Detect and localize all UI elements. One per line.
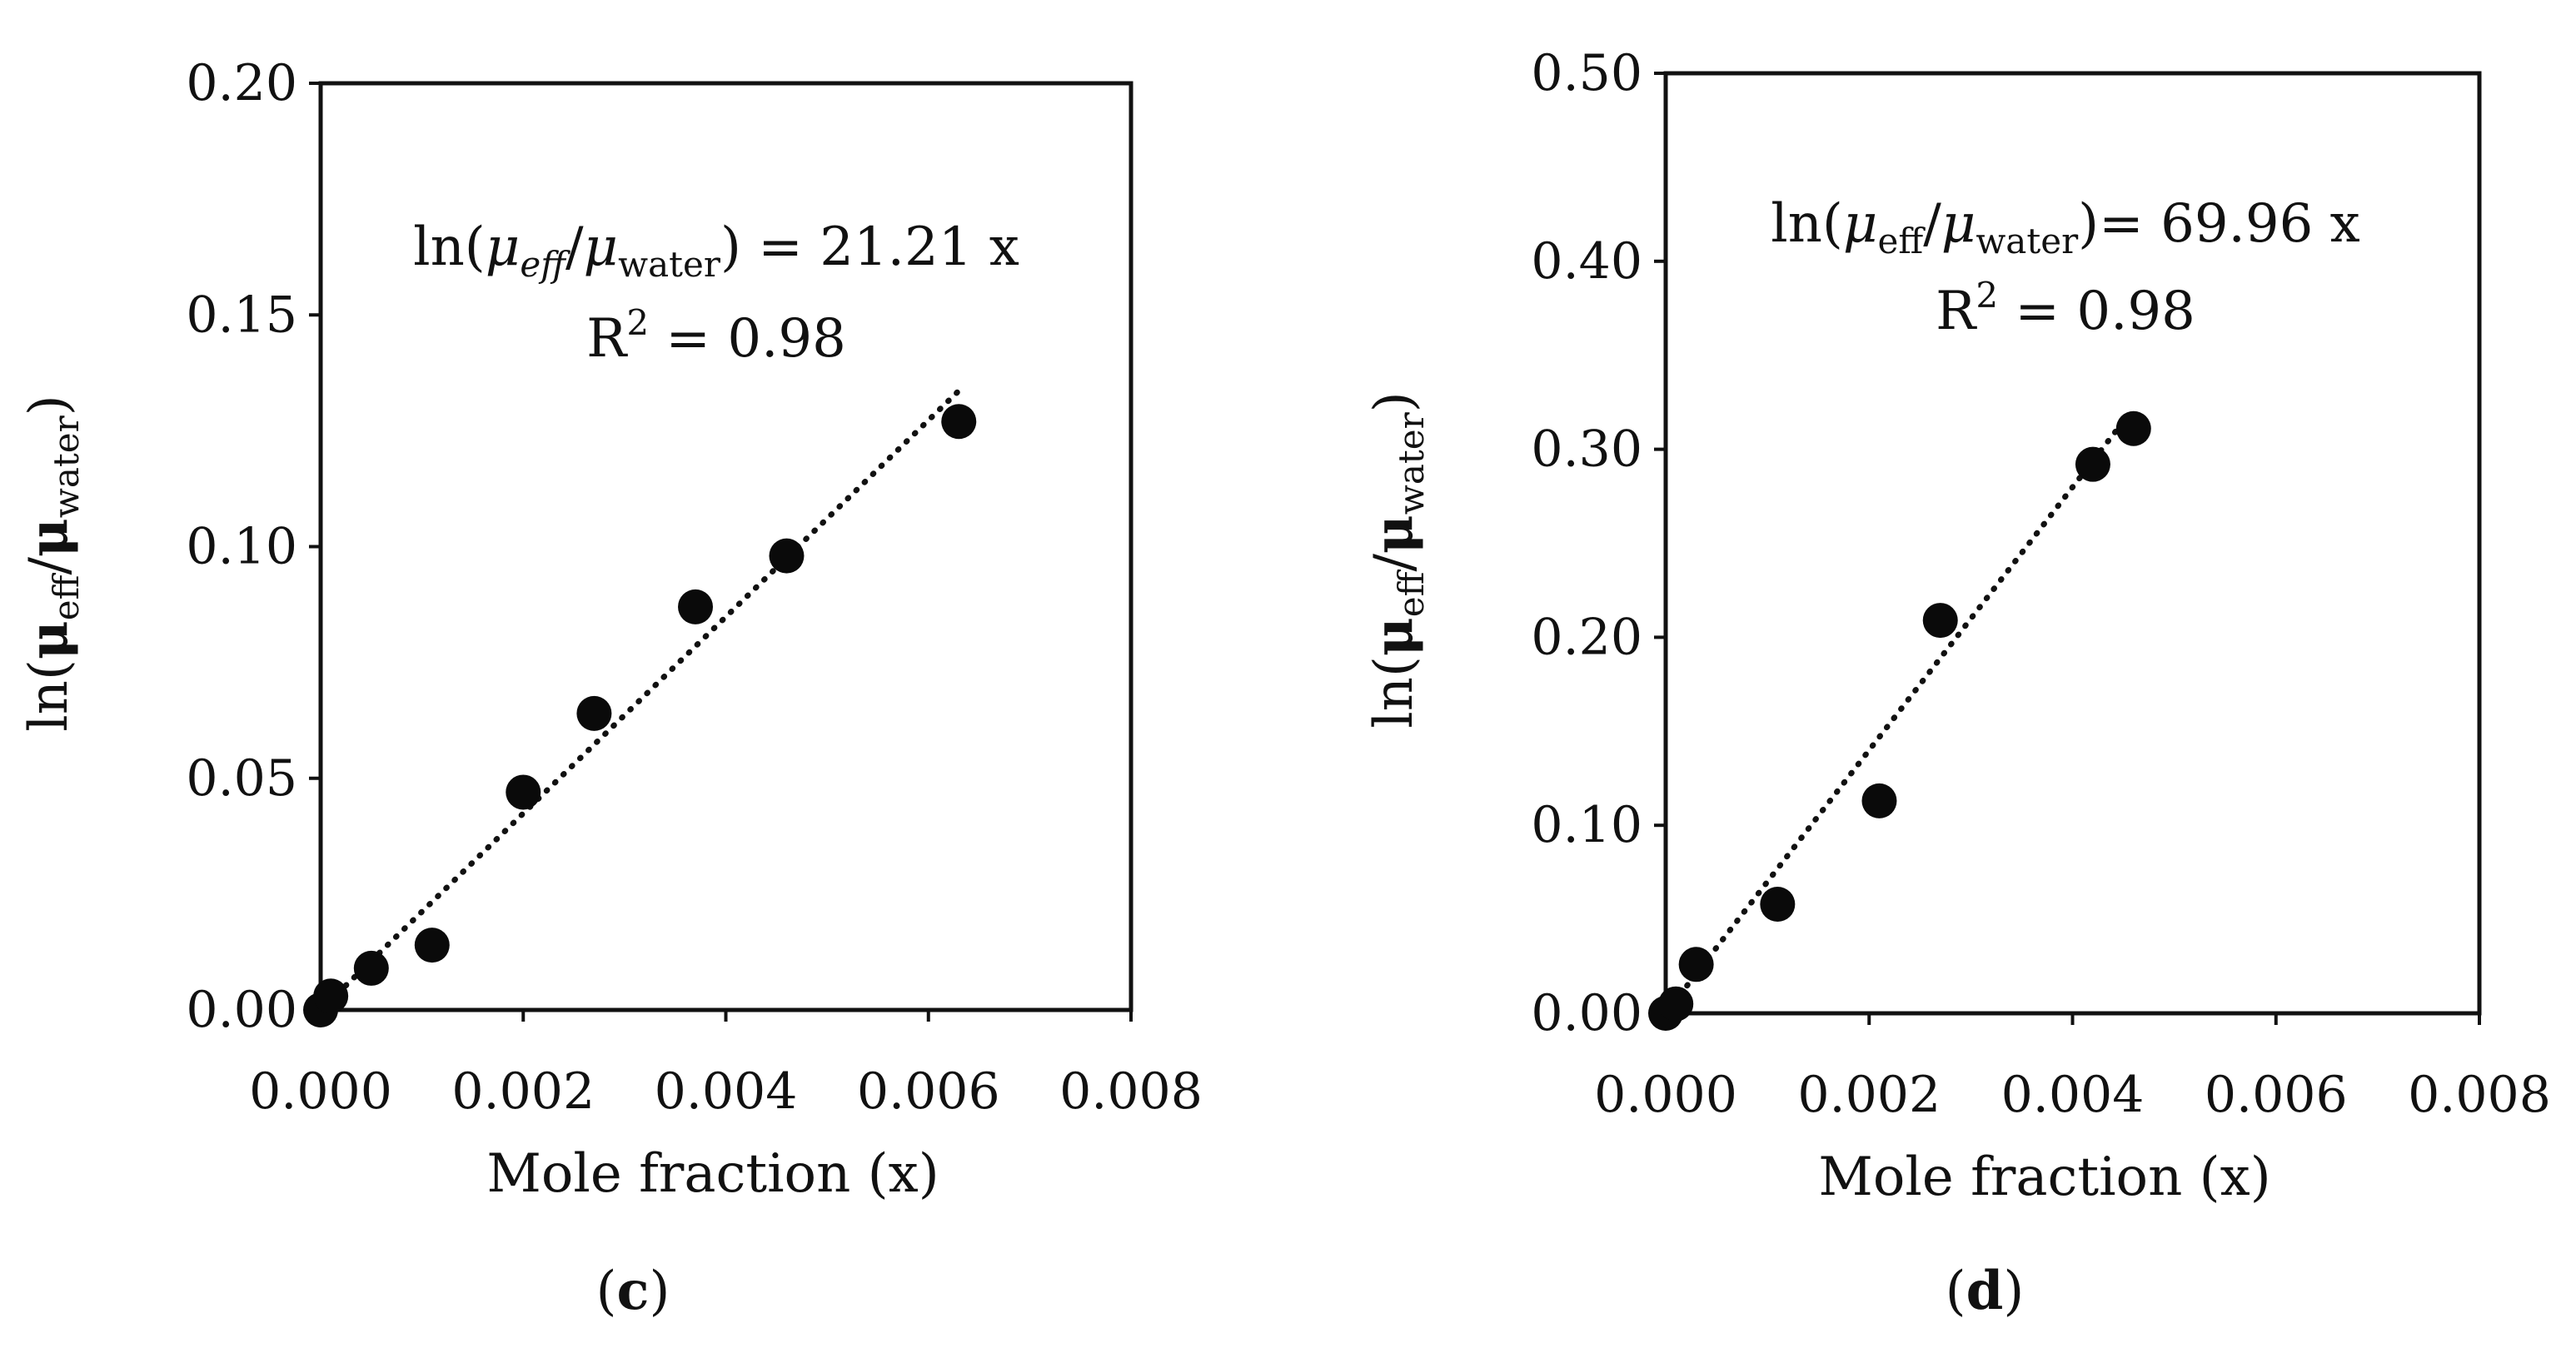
chart-d-y-tick-label: 0.10 [1531,796,1642,854]
chart-d-x-tick-label: 0.004 [2001,1066,2145,1124]
chart-d-data-point [1861,783,1897,818]
chart-d-equation: ln(μeff/μwater)= 69.96 x [1771,193,2360,261]
chart-d-x-tick-label: 0.006 [2205,1066,2348,1124]
chart-d-data-point [2075,446,2110,482]
chart-c-y-tick-label: 0.00 [186,981,297,1039]
chart-d-y-axis-title: ln(μeff/μwater) [1363,391,1432,728]
chart-d-data-point [1922,603,1958,639]
chart-d-trendline [1662,418,2127,1017]
chart-c-data-point [769,538,805,574]
chart-d-x-tick-label: 0.000 [1594,1066,1737,1124]
chart-d-y-tick-label: 0.20 [1531,608,1642,666]
chart-c-data-point [941,404,977,440]
chart-d-y-tick-label: 0.00 [1531,984,1642,1042]
chart-d-y-tick-label: 0.40 [1531,232,1642,291]
chart-c-x-axis-title: Mole fraction (x) [486,1143,939,1205]
chart-d-data-point [2115,410,2151,446]
chart-d-data-point [1760,887,1796,923]
chart-c-x-tick-label: 0.006 [857,1062,1000,1121]
chart-c-data-point [576,695,612,731]
chart-d-r-squared: R2 = 0.98 [1936,275,2195,342]
chart-c-panel-label: (c) [596,1260,670,1322]
chart-c-data-point [678,589,714,624]
chart-c-trendline [317,387,962,1013]
chart-d-x-axis-title: Mole fraction (x) [1818,1147,2270,1208]
chart-c-equation: ln(μeff/μwater) = 21.21 x [413,216,1019,285]
chart-d-x-tick-label: 0.008 [2408,1066,2551,1124]
chart-c-data-point [313,978,349,1014]
chart-c-data-point [506,774,541,810]
chart-c-data-point [353,950,389,986]
chart-c: 0.00 0.05 0.10 0.15 0.20 0.000 0.002 0.004 0.006… [17,54,1203,1322]
chart-c-y-axis-title: ln(μeff/μwater) [17,395,87,731]
chart-d-y-tick-label: 0.50 [1531,44,1642,102]
chart-c-y-tick-label: 0.10 [186,518,297,576]
chart-d-data-point [1658,986,1694,1022]
chart-c-x-tick-label: 0.004 [655,1062,798,1121]
chart-c-r-squared: R2 = 0.98 [586,302,846,370]
chart-c-y-tick-label: 0.20 [186,54,297,112]
chart-d-data-point [1678,947,1714,982]
chart-c-x-tick-label: 0.008 [1059,1062,1203,1121]
chart-d-x-tick-label: 0.002 [1797,1066,1941,1124]
chart-d-panel-label: (d) [1946,1260,2025,1322]
chart-d-y-tick-label: 0.30 [1531,420,1642,479]
chart-c-x-tick-label: 0.002 [451,1062,595,1121]
chart-d: 0.00 0.10 0.20 0.30 0.40 0.50 0.000 0.002 0.004 0… [1363,44,2551,1322]
chart-c-x-tick-label: 0.000 [249,1062,392,1121]
chart-c-y-tick-label: 0.15 [186,286,297,344]
chart-c-data-point [414,928,450,963]
chart-c-y-tick-label: 0.05 [186,749,297,808]
